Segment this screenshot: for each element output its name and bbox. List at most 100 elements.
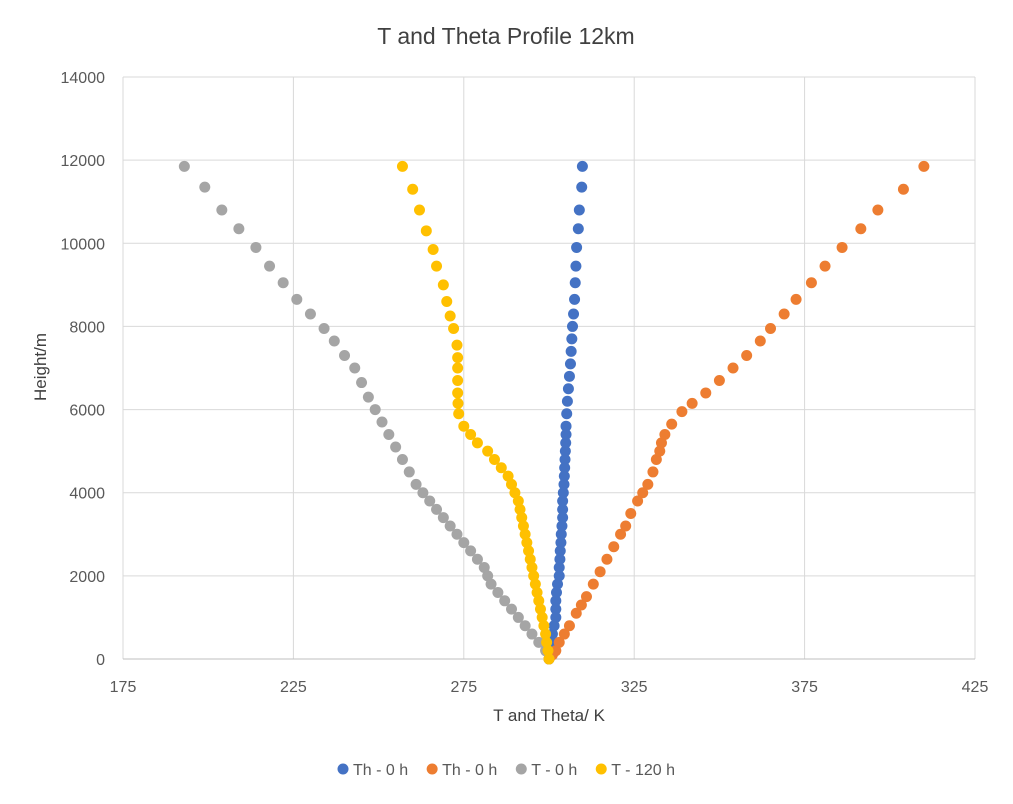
data-point — [564, 358, 576, 370]
data-point — [557, 495, 569, 507]
x-tick-label: 275 — [450, 679, 477, 696]
data-point — [575, 599, 587, 611]
data-point — [608, 541, 620, 553]
data-point — [559, 445, 571, 457]
x-tick-label: 175 — [110, 679, 137, 696]
data-point — [569, 277, 581, 289]
y-tick-label: 10000 — [61, 236, 106, 253]
data-point — [499, 595, 511, 607]
data-point — [650, 453, 662, 465]
data-point — [521, 537, 533, 549]
data-point — [676, 406, 688, 418]
y-tick-label: 2000 — [69, 569, 105, 586]
data-point — [550, 586, 562, 598]
data-point — [250, 241, 262, 253]
chart-title: T and Theta Profile 12km — [377, 23, 634, 49]
data-point — [178, 160, 190, 172]
data-point — [482, 445, 494, 457]
data-point — [637, 487, 649, 499]
data-point — [686, 397, 698, 409]
data-point — [452, 362, 464, 374]
y-tick-label: 6000 — [69, 403, 105, 420]
data-point — [855, 223, 867, 235]
x-tick-label: 425 — [962, 679, 989, 696]
data-point — [647, 466, 659, 478]
y-tick-label: 14000 — [61, 70, 106, 87]
data-point — [569, 293, 581, 305]
data-point — [558, 478, 570, 490]
data-point — [471, 437, 483, 449]
data-point — [451, 339, 463, 351]
data-point — [529, 578, 541, 590]
data-point — [448, 323, 460, 335]
data-point — [451, 528, 463, 540]
data-point — [563, 620, 575, 632]
data-point — [452, 374, 464, 386]
data-point — [554, 553, 566, 565]
data-point — [277, 277, 289, 289]
data-point — [199, 181, 211, 193]
data-point — [560, 437, 572, 449]
data-point — [559, 462, 571, 474]
x-axis-title: T and Theta/ K — [493, 706, 605, 725]
data-point — [264, 260, 276, 272]
legend-marker — [337, 763, 349, 775]
data-point — [471, 553, 483, 565]
legend-marker — [426, 763, 438, 775]
data-point — [550, 611, 562, 623]
data-point — [328, 335, 340, 347]
data-point — [666, 418, 678, 430]
y-tick-label: 8000 — [69, 319, 105, 336]
data-point — [819, 260, 831, 272]
data-point — [533, 636, 545, 648]
data-point — [572, 223, 584, 235]
data-point — [550, 603, 562, 615]
data-point — [519, 620, 531, 632]
data-point — [431, 260, 443, 272]
data-point — [562, 383, 574, 395]
legend-item: Th - 0 h — [426, 762, 497, 779]
data-point — [396, 453, 408, 465]
data-point — [872, 204, 884, 216]
data-point — [548, 620, 560, 632]
data-point — [765, 323, 777, 335]
y-axis-title: Height/m — [31, 333, 50, 401]
legend-marker — [515, 763, 527, 775]
data-point — [516, 512, 528, 524]
data-point — [553, 636, 565, 648]
data-point — [601, 553, 613, 565]
data-point — [417, 487, 429, 499]
data-point — [558, 628, 570, 640]
y-tick-label: 4000 — [69, 486, 105, 503]
data-point — [495, 462, 507, 474]
data-point — [566, 333, 578, 345]
legend-item: T - 120 h — [595, 762, 675, 779]
data-point — [573, 204, 585, 216]
data-point — [555, 537, 567, 549]
data-point — [563, 370, 575, 382]
data-point — [356, 377, 368, 389]
data-point — [526, 562, 538, 574]
y-tick-label: 0 — [96, 652, 105, 669]
data-point — [571, 241, 583, 253]
data-point — [441, 295, 453, 307]
data-point — [534, 603, 546, 615]
data-point — [556, 520, 568, 532]
data-point — [452, 387, 464, 399]
data-point — [458, 537, 470, 549]
x-tick-label: 375 — [791, 679, 818, 696]
data-point — [427, 244, 439, 256]
legend-label: Th - 0 h — [353, 762, 408, 779]
data-point — [536, 611, 548, 623]
data-point — [291, 293, 303, 305]
data-point — [523, 545, 535, 557]
data-point — [390, 441, 402, 453]
data-point — [550, 645, 562, 657]
data-point — [437, 279, 449, 291]
data-point — [659, 429, 671, 441]
data-point — [554, 545, 566, 557]
series-3 — [178, 160, 555, 665]
data-point — [216, 204, 228, 216]
data-point — [897, 183, 909, 195]
